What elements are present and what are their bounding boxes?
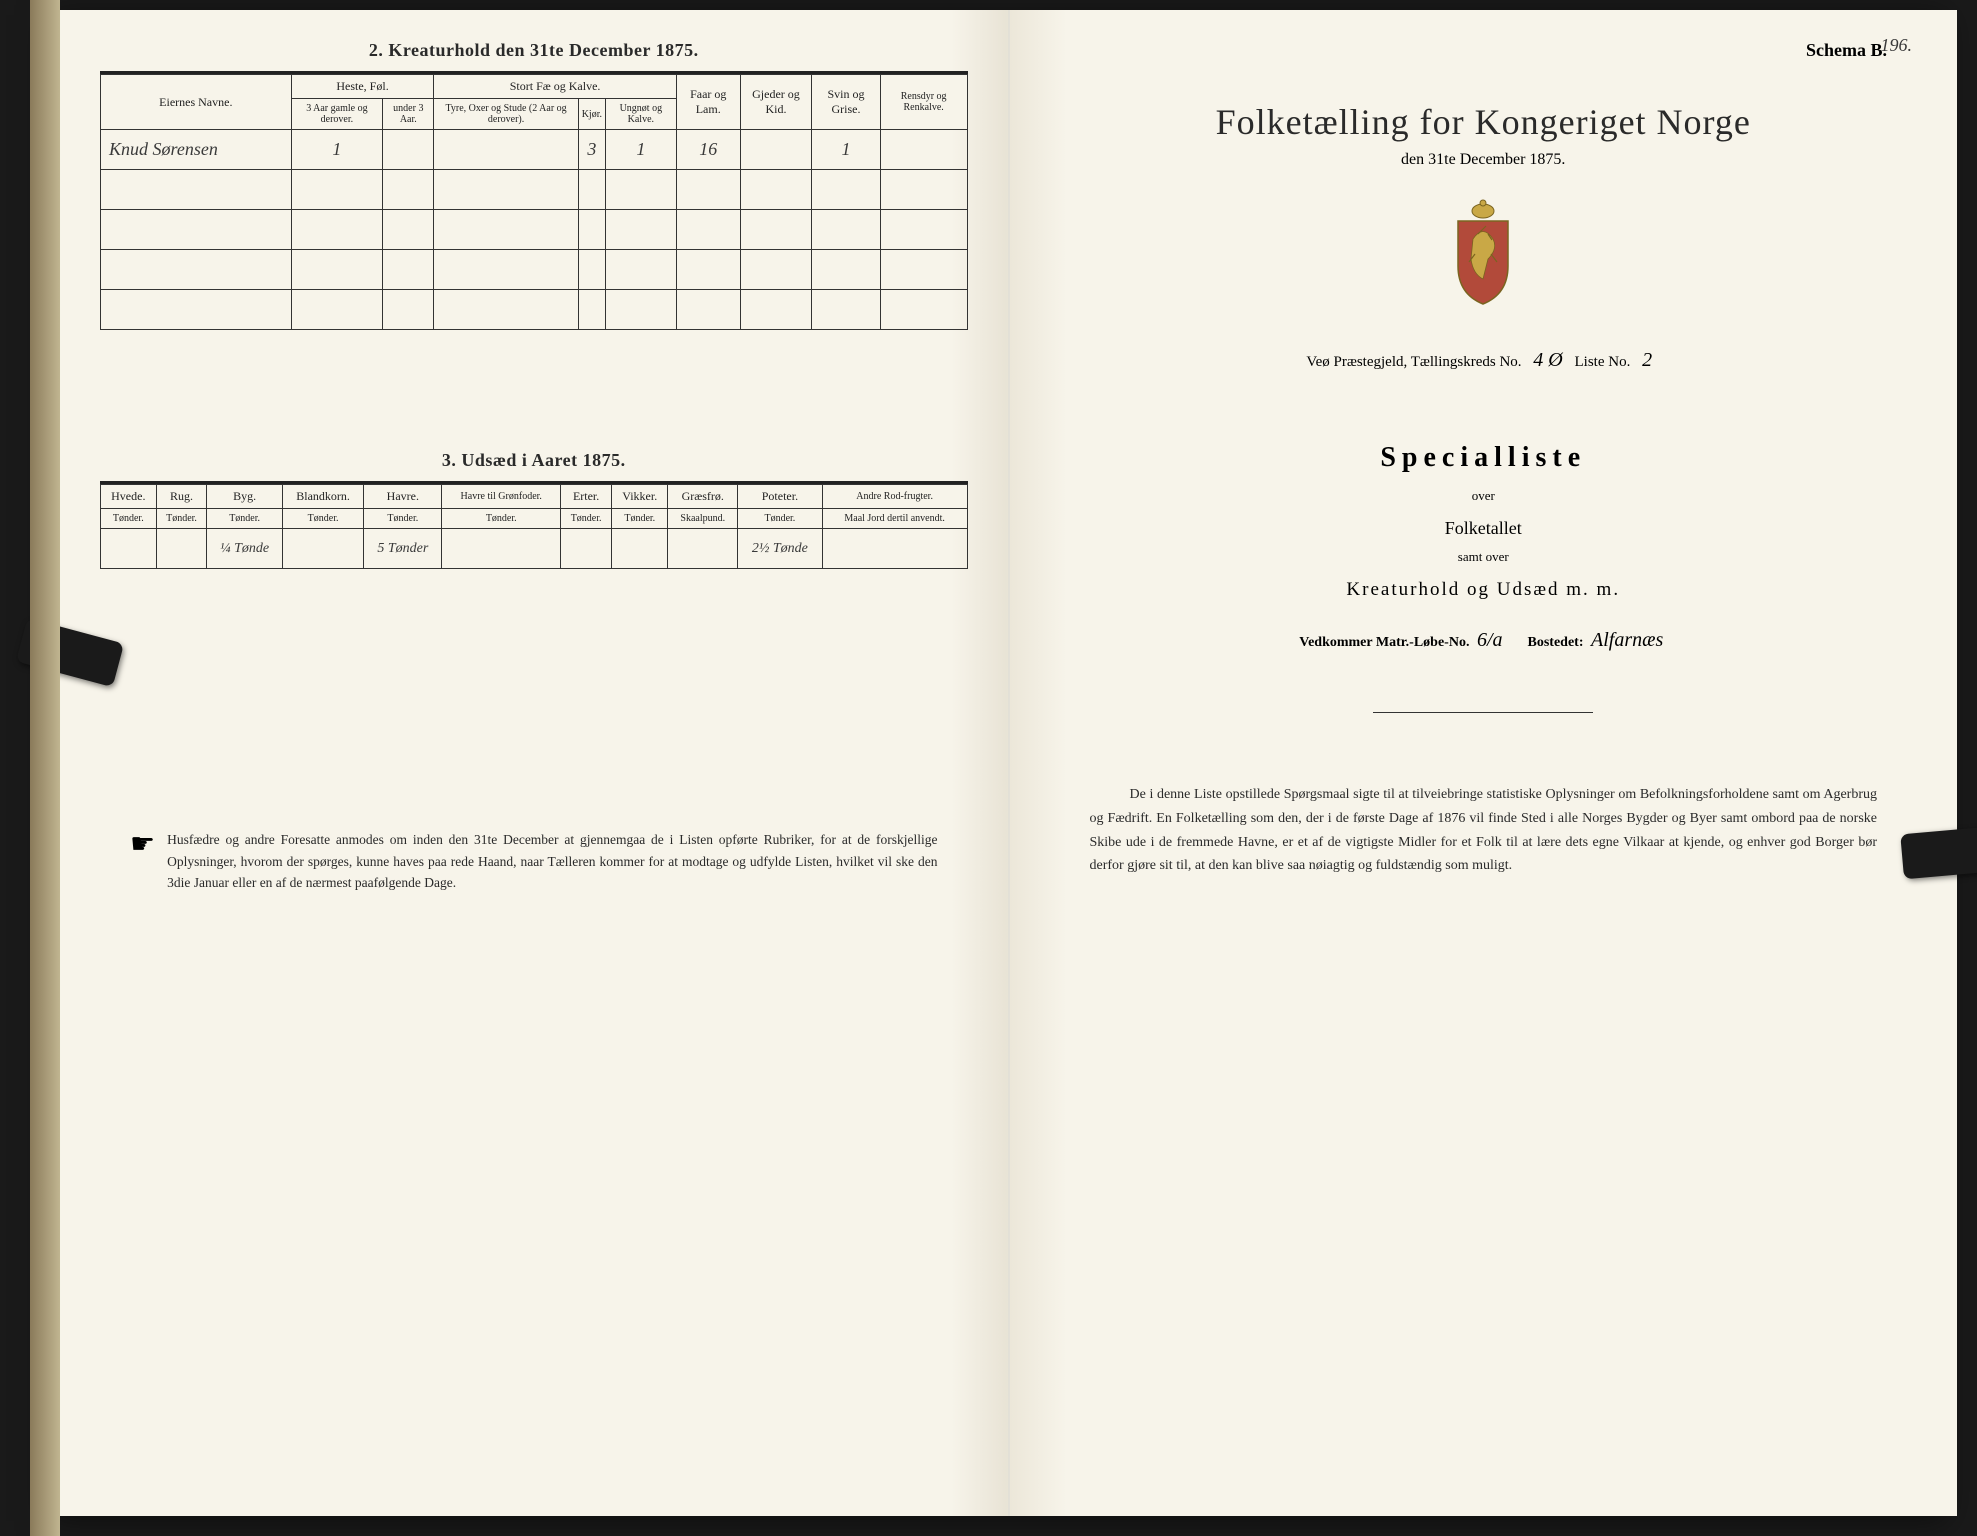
th-other: Andre Rod-frugter.: [822, 485, 967, 509]
vedkommer-line: Vedkommer Matr.-Løbe-No. 6/a Bostedet: A…: [1050, 629, 1918, 652]
th-rye: Rug.: [156, 485, 207, 509]
cell-pig: 1: [812, 130, 881, 170]
th-vetch: Vikker.: [612, 485, 668, 509]
section3-title: 3. Udsæd i Aaret 1875.: [100, 450, 968, 471]
u-peas: Tønder.: [561, 509, 612, 529]
th-horse3: 3 Aar gamle og derover.: [291, 99, 383, 130]
footer-note: ☛ Husfædre og andre Foresatte anmodes om…: [100, 829, 968, 894]
left-page: 2. Kreaturhold den 31te December 1875. E…: [60, 10, 1010, 1516]
th-peas: Erter.: [561, 485, 612, 509]
u-vetch: Tønder.: [612, 509, 668, 529]
u-oat: Tønder.: [364, 509, 442, 529]
special-title: Specialliste: [1050, 442, 1918, 474]
th-oat: Havre.: [364, 485, 442, 509]
th-wheat: Hvede.: [101, 485, 157, 509]
u-other: Maal Jord dertil anvendt.: [822, 509, 967, 529]
cell-potato: 2½ Tønde: [738, 529, 823, 569]
cell-cow: 3: [578, 130, 605, 170]
th-horse-u3: under 3 Aar.: [383, 99, 434, 130]
th-barley: Byg.: [207, 485, 282, 509]
th-goat: Gjeder og Kid.: [740, 75, 811, 130]
schema-label: Schema B.: [1050, 40, 1918, 61]
kreatur-line: Kreaturhold og Udsæd m. m.: [1050, 579, 1918, 601]
u-potato: Tønder.: [738, 509, 823, 529]
cell-rein: [880, 130, 967, 170]
sowing-table: Hvede. Rug. Byg. Blandkorn. Havre. Havre…: [100, 484, 968, 569]
liste-no: 2: [1634, 349, 1660, 371]
vedk-no: 6/a: [1473, 629, 1507, 651]
th-potato: Poteter.: [738, 485, 823, 509]
body-paragraph: De i denne Liste opstillede Spørgsmaal s…: [1050, 783, 1918, 878]
th-bull: Tyre, Oxer og Stude (2 Aar og derover).: [434, 99, 578, 130]
over-label: over: [1050, 488, 1918, 504]
subtitle: den 31te December 1875.: [1050, 151, 1918, 169]
book-spread: 2. Kreaturhold den 31te December 1875. E…: [60, 10, 1957, 1516]
cell-sheep: 16: [676, 130, 740, 170]
th-cow: Kjør.: [578, 99, 605, 130]
district-prefix: Veø Præstegjeld, Tællingskreds No.: [1306, 354, 1521, 370]
cell-barley: ¼ Tønde: [207, 529, 282, 569]
district-line: Veø Præstegjeld, Tællingskreds No. 4 Ø L…: [1050, 349, 1918, 372]
u-rye: Tønder.: [156, 509, 207, 529]
bosted: Alfarnæs: [1587, 629, 1667, 651]
u-wheat: Tønder.: [101, 509, 157, 529]
livestock-table: Eiernes Navne. Heste, Føl. Stort Fæ og K…: [100, 74, 968, 330]
samt-over: samt over: [1050, 549, 1918, 565]
th-sheep: Faar og Lam.: [676, 75, 740, 130]
th-owner: Eiernes Navne.: [101, 75, 292, 130]
cell-hu3: [383, 130, 434, 170]
cell-oat: 5 Tønder: [364, 529, 442, 569]
th-blend: Blandkorn.: [282, 485, 364, 509]
pointing-hand-icon: ☛: [130, 829, 155, 894]
paragraph-text: De i denne Liste opstillede Spørgsmaal s…: [1090, 787, 1878, 873]
vedk-label: Vedkommer Matr.-Løbe-No.: [1299, 635, 1469, 650]
cell-bull: [434, 130, 578, 170]
th-reindeer: Rensdyr og Renkalve.: [880, 75, 967, 130]
th-grass: Græsfrø.: [668, 485, 738, 509]
cell-h3: 1: [291, 130, 383, 170]
u-oatg: Tønder.: [442, 509, 561, 529]
th-young: Ungnøt og Kalve.: [605, 99, 676, 130]
th-horse-group: Heste, Føl.: [291, 75, 434, 99]
liste-label: Liste No.: [1575, 354, 1631, 370]
th-oatgreen: Havre til Grønfoder.: [442, 485, 561, 509]
right-page: 196. Schema B. Folketælling for Kongerig…: [1010, 10, 1958, 1516]
divider: [1373, 712, 1593, 713]
folketallet: Folketallet: [1050, 518, 1918, 539]
u-barley: Tønder.: [207, 509, 282, 529]
main-title: Folketælling for Kongeriget Norge: [1050, 101, 1918, 143]
u-blend: Tønder.: [282, 509, 364, 529]
section2-title: 2. Kreaturhold den 31te December 1875.: [100, 40, 968, 61]
page-number: 196.: [1881, 35, 1913, 56]
cell-goat: [740, 130, 811, 170]
th-cattle-group: Stort Fæ og Kalve.: [434, 75, 676, 99]
clip-right: [1900, 826, 1977, 880]
cell-owner: Knud Sørensen: [101, 130, 292, 170]
bosted-label: Bostedet:: [1528, 635, 1584, 650]
footer-note-text: Husfædre og andre Foresatte anmodes om i…: [167, 829, 937, 894]
th-pig: Svin og Grise.: [812, 75, 881, 130]
book-spine: [30, 0, 60, 1536]
district-no: 4 Ø: [1525, 349, 1570, 371]
coat-of-arms-icon: [1443, 199, 1523, 309]
u-grass: Skaalpund.: [668, 509, 738, 529]
cell-young: 1: [605, 130, 676, 170]
